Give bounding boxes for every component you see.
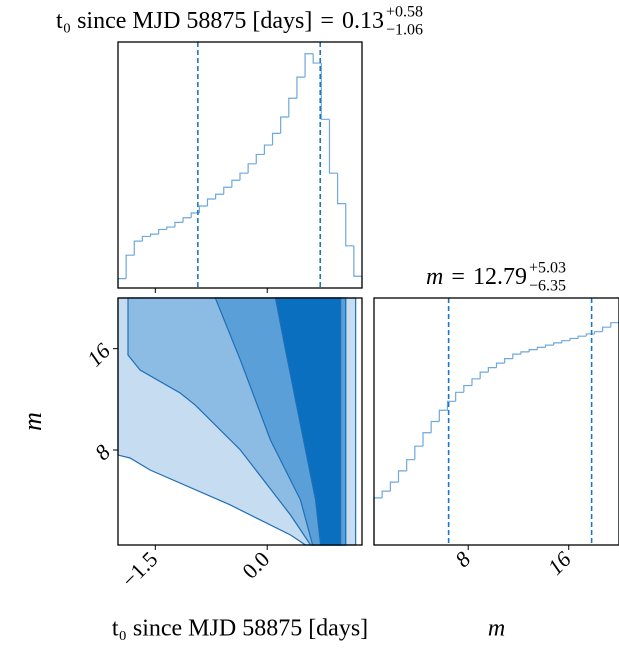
hist-step <box>381 490 391 498</box>
hist-step <box>337 173 346 205</box>
hist-step <box>512 353 521 359</box>
hist-step <box>223 186 232 195</box>
title-median: 0.13 <box>342 8 384 34</box>
hist-step <box>422 432 432 447</box>
hist-step <box>479 371 489 379</box>
hist-step <box>320 63 330 120</box>
title-text: m <box>426 264 443 290</box>
x-tick-label: 8 <box>450 546 475 571</box>
hist-step <box>280 116 289 134</box>
hist-step <box>206 198 216 206</box>
hist-step <box>373 497 383 545</box>
title-relation: = <box>451 264 465 290</box>
x-tick-label: 16 <box>543 546 576 579</box>
hist-step <box>255 153 265 164</box>
contour-level <box>274 297 342 546</box>
hist-step <box>166 226 175 230</box>
x-tick-label: −1.5 <box>117 546 163 592</box>
title-median: 12.79 <box>473 264 527 290</box>
hist-step <box>125 254 135 279</box>
hist-step <box>610 322 619 545</box>
hist-step <box>406 459 415 471</box>
hist-step <box>231 179 240 188</box>
hist-step <box>561 340 570 343</box>
hist-step <box>141 235 151 242</box>
hist-step <box>585 333 595 337</box>
hist-step <box>455 391 464 402</box>
hist-step <box>430 420 440 433</box>
hist-step <box>446 400 456 411</box>
x-tick-label: 0.0 <box>237 546 274 583</box>
hist-step <box>182 217 192 223</box>
hist-step <box>487 367 497 373</box>
y-tick-label: 16 <box>82 338 115 371</box>
panel-frame <box>373 297 619 546</box>
hist-step <box>288 97 297 117</box>
hist-step <box>239 172 249 181</box>
hist-step <box>463 384 472 393</box>
hist-step <box>190 212 200 218</box>
hist-step <box>536 346 546 350</box>
panel-title: m = 12.79 <box>426 264 527 290</box>
hist-step <box>544 344 554 348</box>
hist-step <box>215 193 224 199</box>
hist-step <box>414 445 423 460</box>
hist-step <box>133 240 143 256</box>
hist-step <box>353 245 363 288</box>
hist-step <box>389 481 399 492</box>
title-err-plus: +0.58 <box>386 4 423 21</box>
hist-step <box>438 409 448 422</box>
hist-step <box>312 53 322 64</box>
panel-frame <box>117 297 363 546</box>
panel-title: t₀ since MJD 58875 [days] = 0.13 <box>56 8 384 34</box>
x-axis-label: m <box>488 616 505 642</box>
hist-step <box>577 335 587 339</box>
hist-step <box>271 132 281 146</box>
hist-step <box>296 76 306 99</box>
title-relation: = <box>320 8 334 34</box>
y-tick-label: 8 <box>90 439 115 464</box>
hist-step <box>528 349 538 352</box>
hist-step <box>471 378 481 386</box>
hist-step <box>569 337 579 341</box>
hist-step <box>247 163 257 174</box>
hist-step <box>593 331 603 334</box>
hist-step <box>149 233 159 237</box>
hist-step <box>553 342 562 346</box>
panel-frame <box>117 41 363 289</box>
hist-step <box>495 362 505 368</box>
hist-step <box>504 358 513 364</box>
hist-step <box>174 221 184 228</box>
x-axis-label: t₀ since MJD 58875 [days] <box>112 616 368 642</box>
title-err-plus: +5.03 <box>529 260 566 277</box>
hist-step <box>263 144 273 155</box>
hist-step <box>158 228 167 235</box>
hist-step <box>520 351 530 355</box>
hist-step <box>328 119 338 174</box>
hist-step <box>397 470 407 483</box>
hist-step <box>304 53 314 78</box>
hist-step <box>345 203 354 247</box>
title-err-minus: −6.35 <box>529 278 566 295</box>
title-err-minus: −1.06 <box>386 22 423 39</box>
hist-step <box>117 278 127 288</box>
hist-step <box>198 205 208 214</box>
title-text: t₀ since MJD 58875 [days] <box>56 8 312 34</box>
hist-step <box>602 326 611 332</box>
y-axis-label: m <box>18 412 47 431</box>
